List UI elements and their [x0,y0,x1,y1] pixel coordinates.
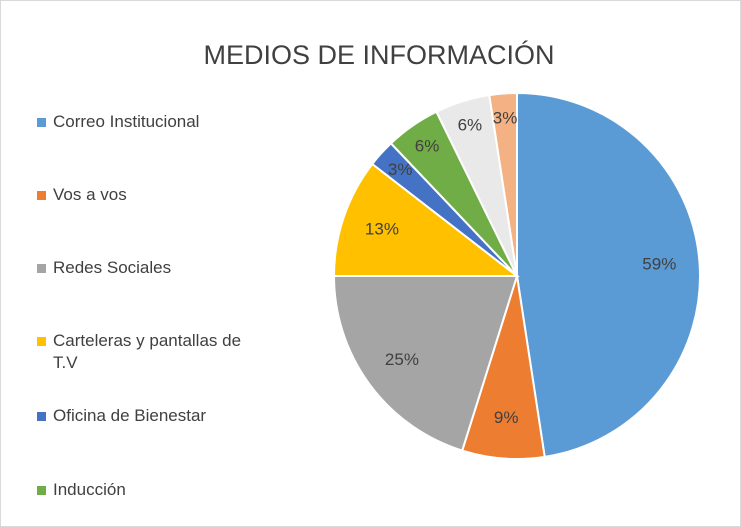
legend-item: Vos a vos [37,184,287,206]
legend-label: Inducción [53,480,126,499]
legend-item: Correo Institucional [37,111,287,133]
data-label: 6% [458,115,483,134]
legend-swatch [37,337,46,346]
legend-label: Oficina de Bienestar [53,406,207,425]
legend-item: Oficina de Bienestar [37,405,287,427]
pie-slice [332,275,519,452]
data-label: 25% [385,350,419,369]
legend-swatch [37,264,46,273]
legend-item: Carteleras y pantallas de T.V [37,330,287,374]
legend-label: Vos a vos [53,185,127,204]
legend-swatch [37,191,46,200]
pie-slice [488,91,518,277]
data-label: 3% [493,109,518,128]
pie-slice [332,162,520,277]
data-label: 59% [642,255,676,274]
legend-swatch [37,486,46,495]
legend-swatch [37,412,46,421]
legend-item: Inducción [37,479,287,501]
data-label: 3% [388,160,413,179]
legend-item: Redes Sociales [37,257,287,279]
data-label: 6% [415,136,440,155]
pie-slice [516,91,701,459]
data-label: 9% [494,408,519,427]
legend-label: Redes Sociales [53,258,172,277]
legend-swatch [37,118,46,127]
data-label: 13% [365,219,399,238]
chart-title: MEDIOS DE INFORMACIÓN [203,39,554,70]
legend-label: Carteleras y pantallas de T.V [53,331,242,372]
legend-label: Correo Institucional [53,112,200,131]
